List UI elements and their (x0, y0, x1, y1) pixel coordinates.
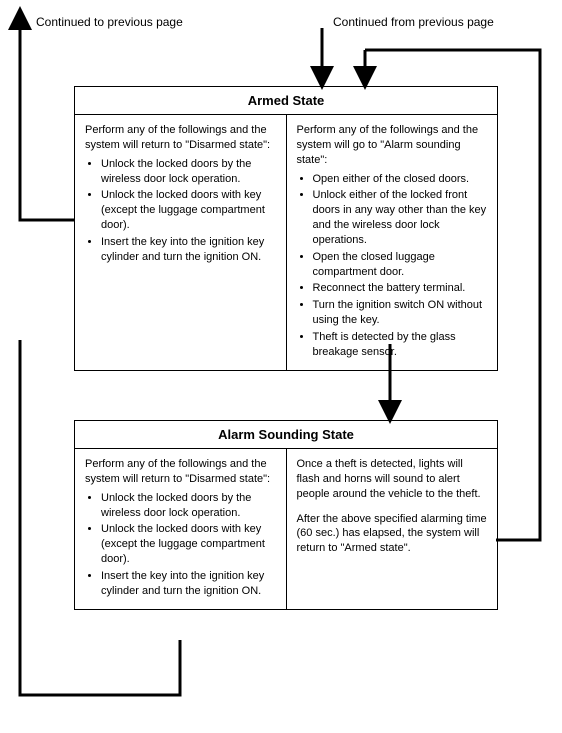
list-item: Unlock either of the locked front doors … (313, 188, 488, 247)
armed-left-col: Perform any of the followings and the sy… (75, 115, 286, 370)
alarm-right-p1: Once a theft is detected, lights will fl… (297, 457, 488, 502)
alarm-left-col: Perform any of the followings and the sy… (75, 449, 286, 609)
alarm-right-p2: After the above specified alarming time … (297, 512, 488, 557)
diagram-page: Continued to previous page Continued fro… (0, 0, 562, 733)
alarm-state-title: Alarm Sounding State (75, 421, 497, 449)
list-item: Insert the key into the ignition key cyl… (101, 235, 276, 265)
list-item: Unlock the locked doors with key (except… (101, 522, 276, 567)
armed-right-col: Perform any of the followings and the sy… (287, 115, 498, 370)
label-continued-from-prev: Continued from previous page (333, 15, 494, 29)
armed-right-intro: Perform any of the followings and the sy… (297, 123, 488, 168)
label-continued-to-prev: Continued to previous page (36, 15, 183, 29)
alarm-state-columns: Perform any of the followings and the sy… (75, 449, 497, 609)
list-item: Unlock the locked doors by the wireless … (101, 157, 276, 187)
alarm-left-list: Unlock the locked doors by the wireless … (85, 491, 276, 599)
list-item: Open either of the closed doors. (313, 172, 488, 187)
spacer (297, 502, 488, 512)
armed-right-list: Open either of the closed doors. Unlock … (297, 172, 488, 360)
alarm-state-box: Alarm Sounding State Perform any of the … (74, 420, 498, 610)
list-item: Theft is detected by the glass breakage … (313, 330, 488, 360)
alarm-left-intro: Perform any of the followings and the sy… (85, 457, 276, 487)
list-item: Turn the ignition switch ON without usin… (313, 298, 488, 328)
alarm-right-col: Once a theft is detected, lights will fl… (287, 449, 498, 609)
armed-left-intro: Perform any of the followings and the sy… (85, 123, 276, 153)
arrow-armed-to-prev-page (20, 18, 74, 220)
armed-state-columns: Perform any of the followings and the sy… (75, 115, 497, 370)
armed-left-list: Unlock the locked doors by the wireless … (85, 157, 276, 265)
list-item: Insert the key into the ignition key cyl… (101, 569, 276, 599)
list-item: Reconnect the battery terminal. (313, 281, 488, 296)
list-item: Unlock the locked doors with key (except… (101, 188, 276, 233)
armed-state-title: Armed State (75, 87, 497, 115)
armed-state-box: Armed State Perform any of the following… (74, 86, 498, 371)
list-item: Open the closed luggage compartment door… (313, 250, 488, 280)
list-item: Unlock the locked doors by the wireless … (101, 491, 276, 521)
